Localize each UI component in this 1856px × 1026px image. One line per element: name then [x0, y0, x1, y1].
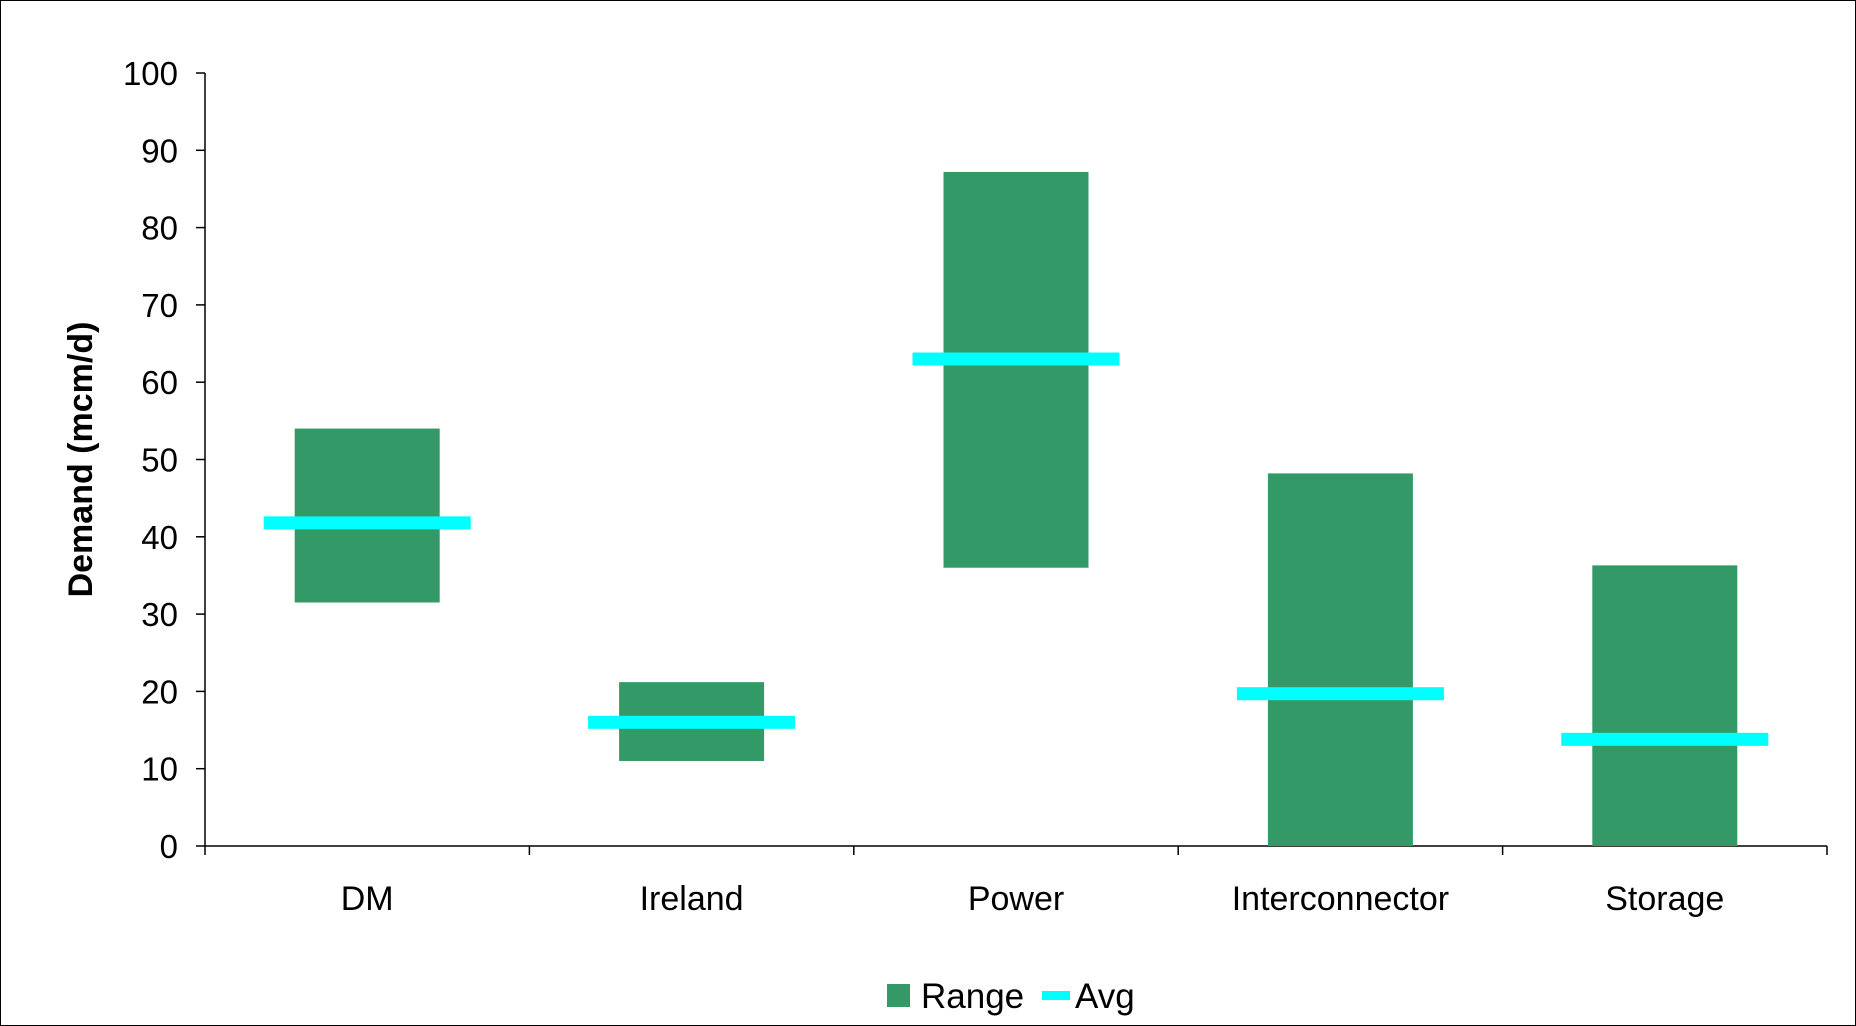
- y-axis-title: Demand (mcm/d): [62, 322, 100, 598]
- y-tick-label: 20: [141, 673, 178, 710]
- range-bar: [943, 171, 1089, 568]
- legend-avg-label: Avg: [1075, 977, 1135, 1016]
- avg-marker: [263, 516, 471, 530]
- avg-marker: [912, 352, 1120, 366]
- range-bar: [1592, 565, 1738, 846]
- y-tick-label: 0: [160, 828, 178, 865]
- x-category-label: Ireland: [640, 880, 744, 918]
- avg-marker: [1236, 687, 1444, 701]
- legend-avg-swatch: [1042, 991, 1070, 1000]
- legend: Range Avg: [887, 977, 1135, 1016]
- y-tick-label: 50: [141, 442, 178, 479]
- legend-range-swatch: [887, 984, 910, 1007]
- y-tick-label: 80: [141, 210, 178, 247]
- y-tick-label: 40: [141, 519, 178, 556]
- y-tick-label: 30: [141, 596, 178, 633]
- y-tick-label: 100: [123, 55, 178, 92]
- x-category-label: Power: [968, 880, 1064, 918]
- y-tick-label: 10: [141, 751, 178, 788]
- plot-area: 0 10 20 30 40 50 60 70 80 90 100 DM Ireland Power Inte…: [123, 55, 1828, 918]
- x-category-label: DM: [341, 880, 394, 918]
- x-category-label: Storage: [1605, 880, 1724, 918]
- range-bar: [294, 428, 440, 603]
- range-bar: [1267, 473, 1413, 846]
- avg-marker: [1561, 732, 1769, 746]
- y-tick-label: 60: [141, 364, 178, 401]
- x-category-label: Interconnector: [1232, 880, 1449, 918]
- avg-marker: [588, 715, 796, 729]
- legend-range-label: Range: [921, 977, 1024, 1016]
- y-tick-label: 70: [141, 287, 178, 324]
- y-tick-label: 90: [141, 132, 178, 169]
